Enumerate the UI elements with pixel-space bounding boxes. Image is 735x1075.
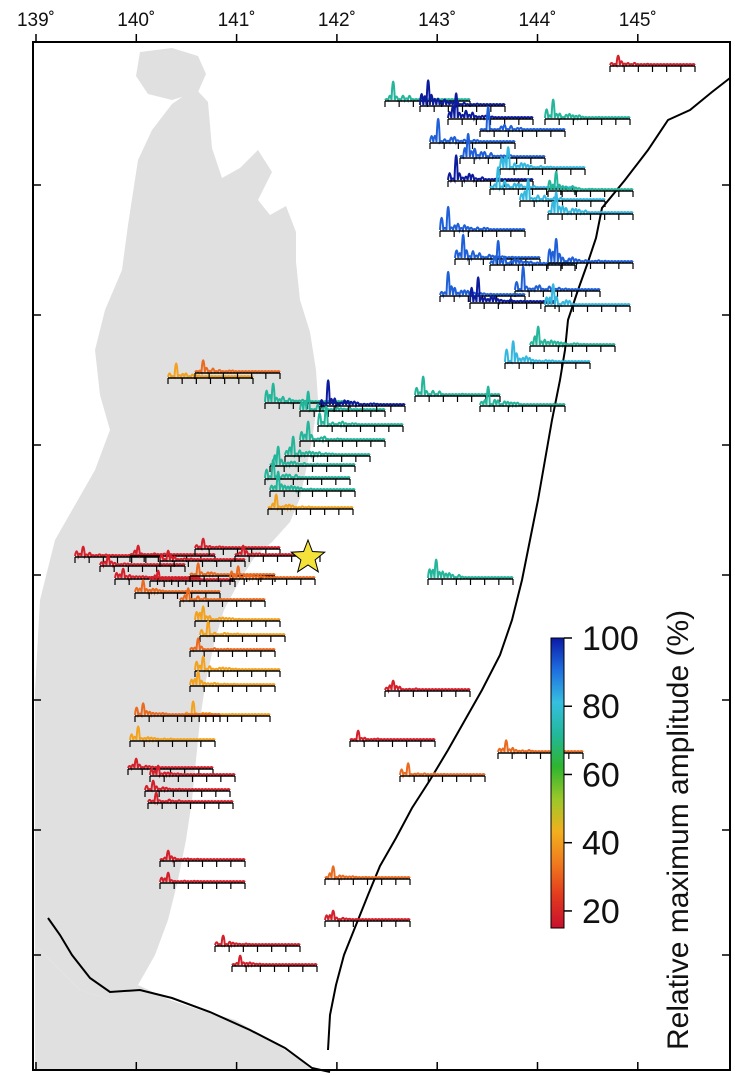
longitude-tick-label: 140˚: [117, 10, 155, 31]
colorbar-tick-label: 20: [582, 893, 620, 931]
station-waveform: [349, 729, 436, 747]
station-waveform: [134, 579, 221, 599]
station-waveform: [419, 79, 506, 112]
station-waveform: [269, 470, 356, 497]
colorbar-tick-label: 80: [582, 688, 620, 726]
colorbar-tick-label: 100: [582, 620, 639, 658]
station-waveform: [514, 265, 601, 297]
station-waveform: [384, 679, 471, 697]
station-waveform: [497, 739, 584, 759]
station-waveform: [194, 655, 281, 677]
map-frame: [32, 41, 731, 1071]
station-waveform: [447, 154, 534, 187]
station-waveform: [317, 405, 404, 432]
longitude-tick-label: 143˚: [418, 10, 456, 31]
station-waveform: [439, 205, 526, 237]
longitude-tick-label: 139˚: [17, 10, 55, 31]
station-waveform: [479, 105, 566, 137]
station-waveform: [127, 757, 214, 775]
longitude-tick-label: 141˚: [218, 10, 256, 31]
station-waveform: [504, 340, 591, 369]
land-coast-south: [35, 945, 312, 1070]
station-waveform: [267, 493, 354, 515]
colorbar-tick-label: 40: [582, 825, 620, 863]
station-waveform: [167, 362, 254, 384]
station-waveform: [179, 587, 266, 607]
station-waveform: [159, 849, 246, 867]
colorbar-title: Relative maximum amplitude (%): [662, 610, 695, 1050]
station-waveform: [324, 909, 411, 927]
station-waveform: [544, 98, 631, 125]
longitude-tick-label: 145˚: [619, 10, 657, 31]
longitude-tick-label: 144˚: [518, 10, 556, 31]
station-waveform: [547, 191, 634, 220]
boundary-line-south: [47, 917, 331, 1073]
station-waveform: [324, 865, 411, 885]
station-waveform: [319, 379, 406, 412]
colorbar-tick-label: 60: [582, 756, 620, 794]
station-waveform: [147, 791, 234, 809]
station-waveform: [414, 375, 501, 402]
station-waveform: [547, 237, 634, 269]
station-waveform: [149, 569, 236, 587]
station-waveform: [427, 558, 514, 585]
longitude-tick-label: 142˚: [318, 10, 356, 31]
station-waveform: [479, 385, 566, 412]
station-waveform: [529, 325, 616, 352]
station-waveform: [299, 420, 386, 447]
station-waveform: [429, 117, 516, 149]
station-waveform: [149, 764, 236, 782]
colorbar-ticks: 100 80 60 40 20: [564, 620, 639, 931]
land-hokkaido-tip: [136, 48, 206, 100]
station-waveform: [284, 435, 371, 462]
station-waveform: [499, 146, 586, 175]
station-waveform: [194, 359, 281, 379]
station-waveform: [231, 954, 318, 972]
station-waveform: [214, 934, 301, 952]
station-waveforms: [74, 54, 696, 972]
station-waveform: [159, 871, 246, 889]
station-waveform: [189, 670, 276, 692]
station-waveform: [129, 725, 216, 747]
station-waveform: [159, 549, 246, 567]
colorbar: [550, 637, 565, 929]
land-honshu: [35, 88, 318, 1000]
station-waveform: [134, 702, 221, 722]
station-waveform: [519, 178, 606, 207]
station-waveform: [269, 445, 356, 472]
station-waveform: [547, 170, 634, 197]
station-waveform: [99, 554, 186, 572]
station-waveform: [399, 762, 486, 782]
station-waveform: [144, 779, 231, 797]
station-waveform: [189, 637, 276, 657]
station-waveform: [299, 390, 386, 417]
station-waveform: [229, 565, 316, 585]
station-waveform: [609, 54, 696, 72]
epicenter-star-icon: [289, 538, 327, 573]
longitude-axis: 139˚ 140˚ 141˚ 142˚ 143˚ 144˚ 145˚: [17, 10, 730, 1070]
station-waveform: [544, 283, 631, 312]
station-waveform: [199, 620, 286, 642]
